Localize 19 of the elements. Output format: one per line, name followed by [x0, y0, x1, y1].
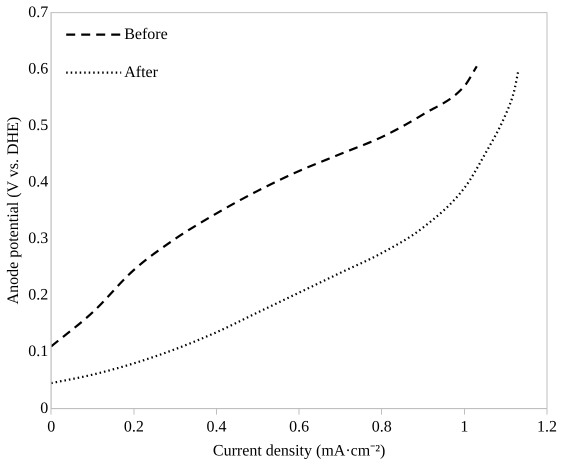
x-tick-label: 0.2: [124, 418, 144, 436]
x-tick-label: 1.2: [537, 418, 557, 436]
x-tick-label: 0.6: [289, 418, 310, 436]
y-tick-label: 0.2: [28, 286, 48, 304]
x-tick-label: 0.4: [206, 418, 226, 436]
legend-label: Before: [124, 26, 168, 43]
y-axis-title: Anode potential (V vs. DHE): [4, 116, 22, 304]
y-tick-label: 0.5: [28, 116, 48, 134]
y-tick-label: 0.3: [28, 230, 48, 248]
y-tick-label: 0: [40, 400, 48, 417]
y-tick-label: 0.1: [28, 343, 48, 360]
legend-label: After: [124, 64, 159, 81]
x-tick-label: 1: [460, 418, 468, 436]
x-tick-label: 0.8: [372, 418, 392, 436]
y-tick-label: 0.7: [28, 4, 48, 21]
x-axis-title: Current density (mA·cm⁻²): [212, 442, 386, 460]
y-tick-label: 0.4: [28, 174, 48, 191]
line-series: [51, 65, 478, 348]
y-tick-label: 0.6: [28, 60, 48, 78]
